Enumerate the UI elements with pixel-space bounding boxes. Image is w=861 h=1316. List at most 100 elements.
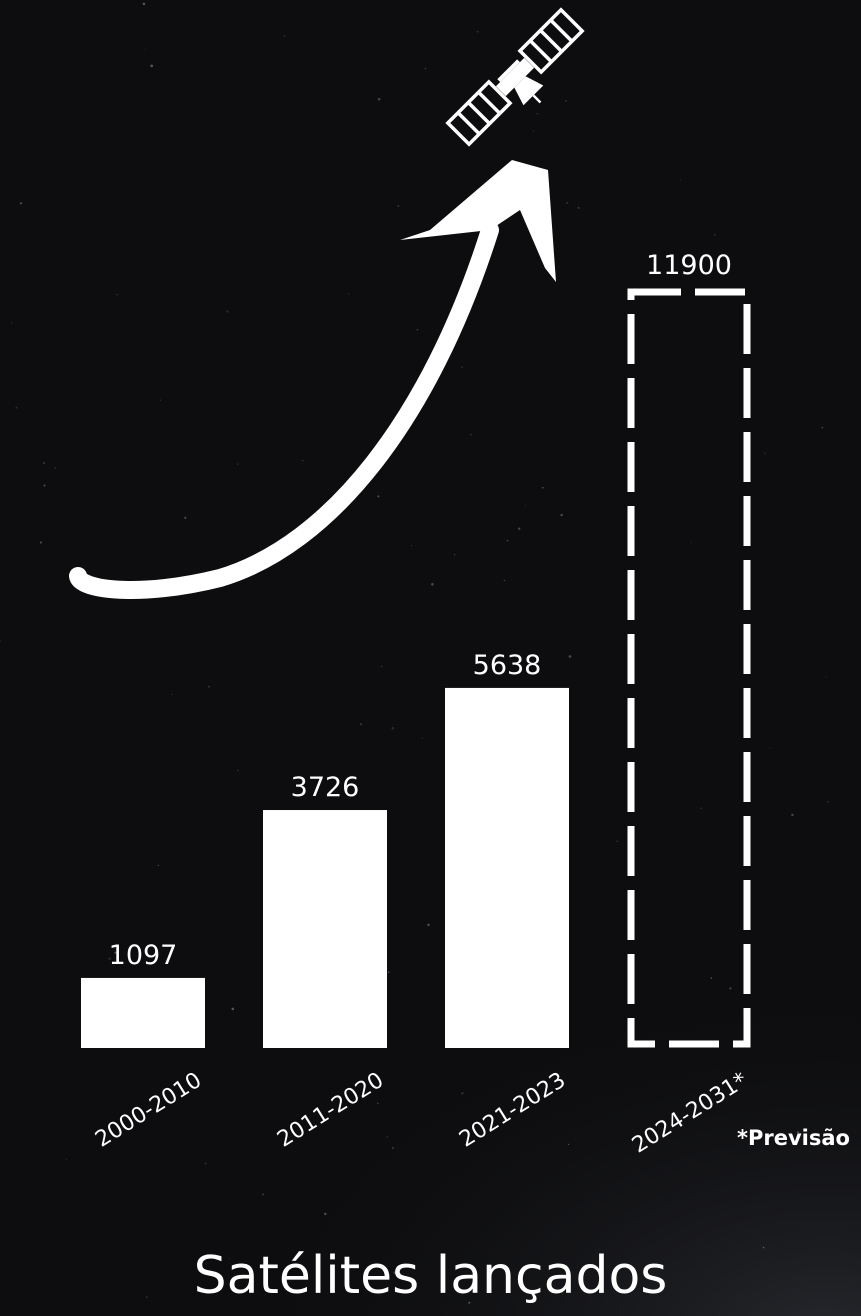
star <box>411 545 413 547</box>
star <box>690 541 692 543</box>
star <box>108 957 111 960</box>
star <box>470 434 472 436</box>
star <box>461 1091 464 1095</box>
star <box>237 769 239 772</box>
star <box>393 1271 397 1274</box>
star <box>713 233 716 236</box>
star <box>391 1146 394 1150</box>
star <box>377 495 380 498</box>
star <box>145 1296 148 1298</box>
star <box>0 640 2 643</box>
star <box>10 322 13 324</box>
star <box>565 99 568 102</box>
star <box>567 1143 570 1146</box>
star <box>204 1162 207 1165</box>
star <box>236 463 239 465</box>
growth-arrow-icon <box>69 160 556 599</box>
value-label-2: 3726 <box>291 772 360 803</box>
star <box>577 206 580 209</box>
star <box>386 1136 389 1138</box>
star <box>377 97 381 101</box>
star <box>150 64 154 68</box>
star <box>347 292 350 295</box>
star <box>376 1102 379 1105</box>
star <box>729 987 732 990</box>
star <box>43 484 46 487</box>
star <box>427 923 430 927</box>
star <box>397 205 400 207</box>
star <box>468 1301 471 1304</box>
star <box>536 112 539 115</box>
star <box>454 554 456 556</box>
star <box>680 179 682 181</box>
star <box>159 399 161 401</box>
star <box>518 527 521 530</box>
bar-3 <box>445 687 569 1048</box>
star <box>43 462 45 464</box>
star <box>381 665 383 667</box>
star <box>476 30 479 33</box>
star <box>827 800 829 803</box>
star <box>568 655 572 658</box>
star <box>387 971 390 974</box>
star <box>54 467 56 469</box>
star <box>114 951 117 954</box>
bars-group <box>81 288 751 1048</box>
star <box>207 685 211 688</box>
star <box>116 293 119 296</box>
star <box>566 201 569 204</box>
bar-2 <box>263 810 387 1048</box>
value-label-4: 11900 <box>646 250 732 281</box>
star <box>461 366 464 369</box>
value-label-1: 1097 <box>109 940 178 971</box>
star <box>15 406 18 409</box>
chart-title: Satélites lançados <box>193 1246 668 1306</box>
satellite-icon <box>445 7 585 147</box>
star <box>302 460 304 462</box>
star <box>762 1246 765 1249</box>
star <box>503 579 505 582</box>
star <box>261 1193 265 1196</box>
star <box>324 1212 327 1216</box>
star <box>796 1131 800 1134</box>
planet-horizon <box>180 910 861 1316</box>
star <box>184 516 187 520</box>
star <box>616 840 619 842</box>
star <box>65 1158 67 1161</box>
star <box>231 1007 235 1011</box>
star <box>226 310 229 313</box>
bar-4 <box>627 288 751 1048</box>
value-label-3: 5638 <box>473 650 542 681</box>
star <box>825 676 827 678</box>
star <box>142 2 146 6</box>
star <box>710 977 713 979</box>
star <box>416 328 419 331</box>
star <box>769 747 771 749</box>
star <box>506 539 509 542</box>
star <box>19 202 23 205</box>
star <box>39 541 43 544</box>
star <box>821 426 824 429</box>
star <box>542 486 544 489</box>
star <box>391 726 395 730</box>
star <box>524 505 526 507</box>
bar-1 <box>81 977 205 1048</box>
star <box>421 737 423 739</box>
star <box>229 1258 231 1260</box>
star <box>764 452 766 455</box>
star <box>171 693 174 696</box>
star <box>284 35 286 37</box>
star <box>424 67 427 70</box>
value-labels-group: 1097 3726 5638 11900 <box>109 250 732 971</box>
star <box>431 583 434 586</box>
forecast-footnote: *Previsão <box>737 1126 850 1150</box>
star <box>359 723 363 726</box>
star <box>700 807 703 810</box>
star <box>560 513 563 517</box>
star <box>532 130 535 132</box>
star <box>157 864 160 867</box>
star <box>791 813 794 817</box>
star <box>144 48 146 50</box>
